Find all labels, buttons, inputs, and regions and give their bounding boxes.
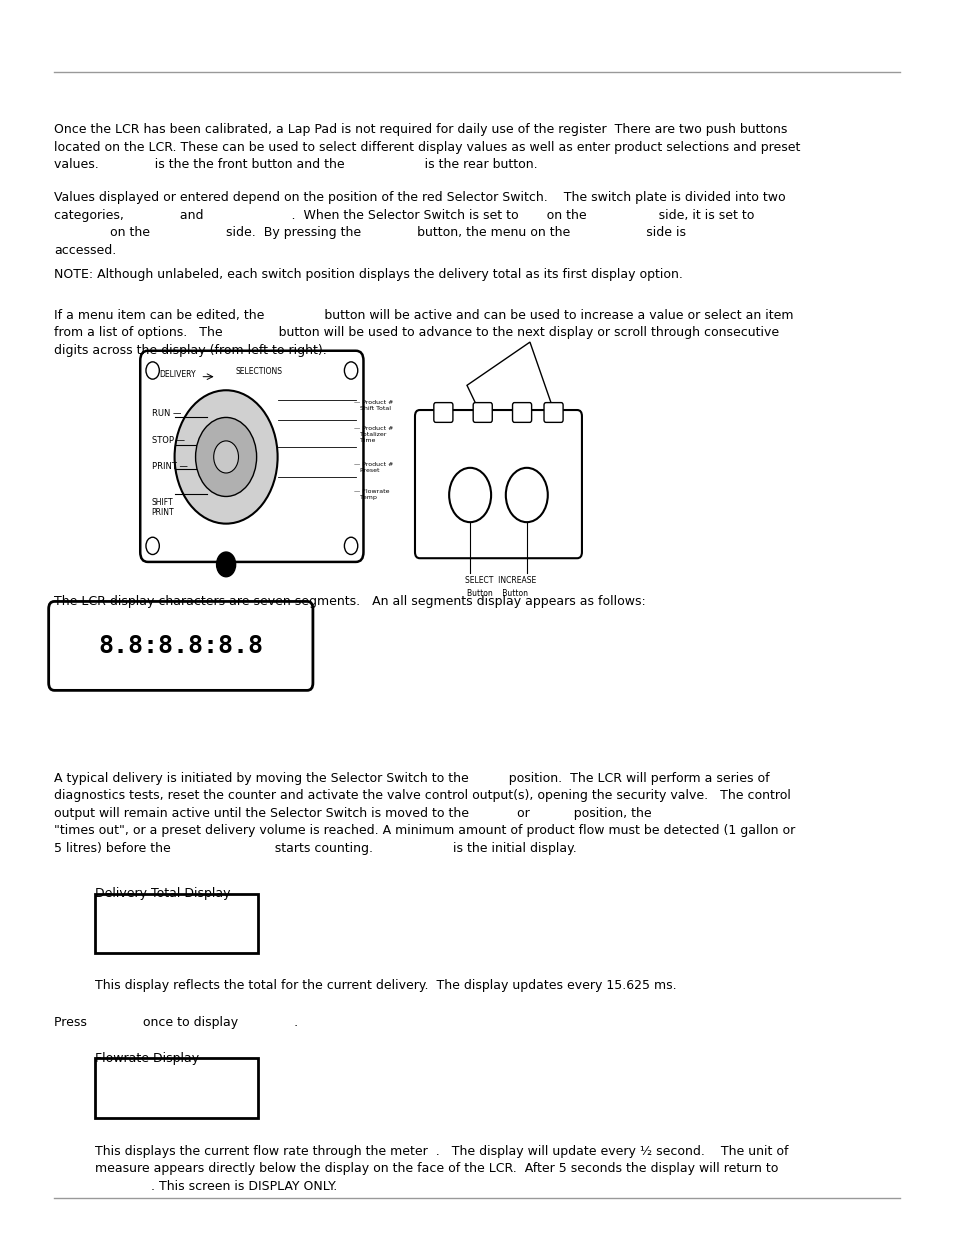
Circle shape [344,362,357,379]
Circle shape [449,468,491,522]
Text: SELECTIONS: SELECTIONS [235,367,282,375]
Text: Button    Button: Button Button [467,589,528,598]
Bar [95,1058,257,1118]
Text: Once the LCR has been calibrated, a Lap Pad is not required for daily use of the: Once the LCR has been calibrated, a Lap … [54,124,800,172]
Text: This displays the current flow rate through the meter  .   The display will upda: This displays the current flow rate thro… [95,1145,788,1193]
Circle shape [505,468,547,522]
Text: A typical delivery is initiated by moving the Selector Switch to the          po: A typical delivery is initiated by movin… [54,772,795,855]
Polygon shape [467,342,553,435]
Circle shape [146,537,159,555]
Text: NOTE: Although unlabeled, each switch position displays the delivery total as it: NOTE: Although unlabeled, each switch po… [54,268,682,282]
Text: — Flowrate
   Temp: — Flowrate Temp [354,489,389,500]
Circle shape [216,552,235,577]
Bar [95,894,257,953]
Circle shape [195,417,256,496]
FancyBboxPatch shape [49,601,313,690]
Text: — Product #
   Shift Total: — Product # Shift Total [354,400,393,411]
Text: RUN —: RUN — [152,409,181,419]
Text: — Product #
   Totalizer
   Time: — Product # Totalizer Time [354,426,393,442]
Text: Values displayed or entered depend on the position of the red Selector Switch.  : Values displayed or entered depend on th… [54,191,785,257]
FancyBboxPatch shape [415,410,581,558]
Text: — Product #
   Preset: — Product # Preset [354,462,393,473]
Text: Press              once to display              .: Press once to display . [54,1016,298,1030]
Circle shape [174,390,277,524]
Text: This display reflects the total for the current delivery.  The display updates e: This display reflects the total for the … [95,979,677,993]
Text: STOP —: STOP — [152,436,185,446]
Text: If a menu item can be edited, the               button will be active and can be: If a menu item can be edited, the button… [54,309,793,357]
Text: DELIVERY: DELIVERY [159,370,195,379]
Text: SELECT  INCREASE: SELECT INCREASE [465,576,536,584]
Text: PRINT —: PRINT — [152,462,188,472]
Circle shape [344,537,357,555]
Circle shape [213,441,238,473]
FancyBboxPatch shape [543,403,562,422]
FancyBboxPatch shape [434,403,453,422]
Circle shape [146,362,159,379]
FancyBboxPatch shape [140,351,363,562]
FancyBboxPatch shape [473,403,492,422]
Text: Flowrate Display: Flowrate Display [95,1052,199,1066]
Text: The LCR display characters are seven segments.   An all segments display appears: The LCR display characters are seven seg… [54,595,645,609]
Text: 8.8:8.8:8.8: 8.8:8.8:8.8 [98,634,263,658]
Text: SHIFT
PRINT: SHIFT PRINT [152,498,174,517]
FancyBboxPatch shape [512,403,531,422]
Text: Delivery Total Display: Delivery Total Display [95,887,231,900]
